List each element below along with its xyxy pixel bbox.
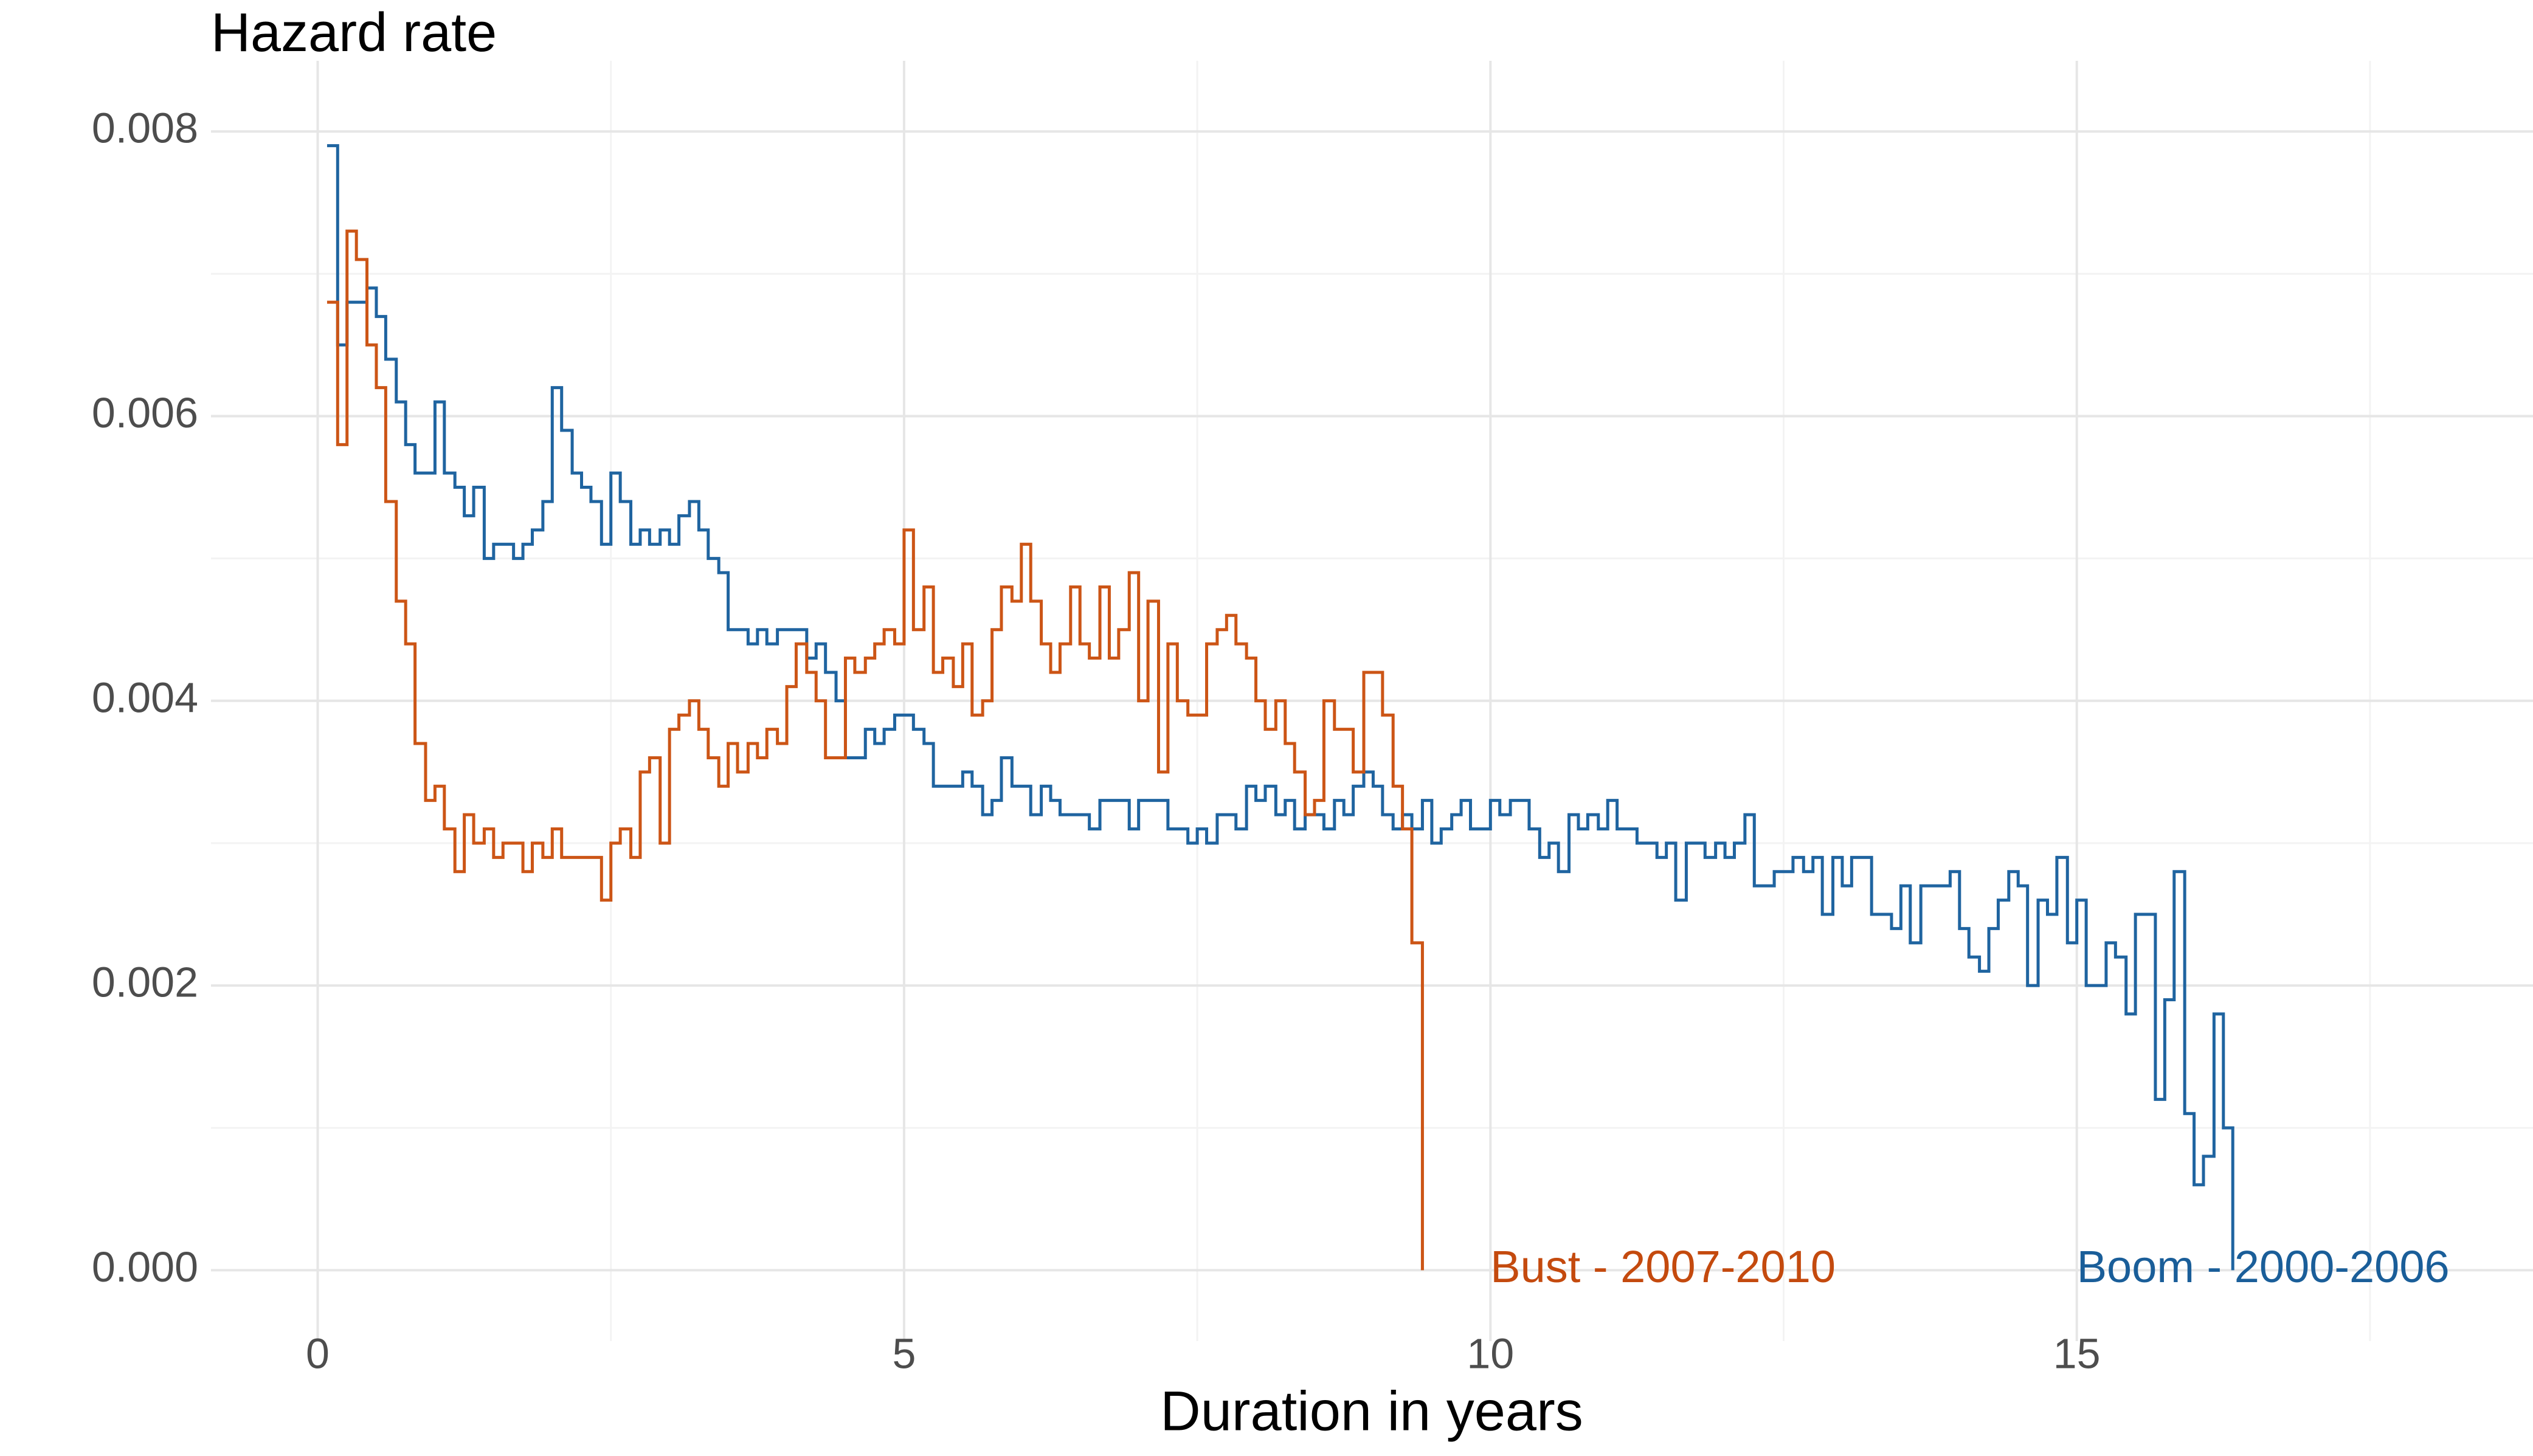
x-tick-label: 10 bbox=[1467, 1330, 1514, 1377]
y-tick-label: 0.004 bbox=[92, 674, 198, 721]
step-line bbox=[327, 144, 2234, 1271]
y-tick-label: 0.000 bbox=[92, 1243, 198, 1291]
x-tick-label: 15 bbox=[2053, 1330, 2101, 1377]
x-axis-title: Duration in years bbox=[1160, 1380, 1583, 1442]
chart-title: Hazard rate bbox=[211, 2, 497, 63]
step-line bbox=[327, 229, 1424, 1271]
y-tick-label: 0.006 bbox=[92, 389, 198, 436]
grid bbox=[211, 61, 2533, 1341]
annotation: Boom - 2000-2006 bbox=[2077, 1241, 2450, 1292]
x-tick-label: 5 bbox=[892, 1330, 916, 1377]
y-tick-label: 0.002 bbox=[92, 959, 198, 1006]
annotation: Bust - 2007-2010 bbox=[1490, 1241, 1836, 1292]
y-tick-label: 0.008 bbox=[92, 105, 198, 152]
x-tick-label: 0 bbox=[306, 1330, 330, 1377]
